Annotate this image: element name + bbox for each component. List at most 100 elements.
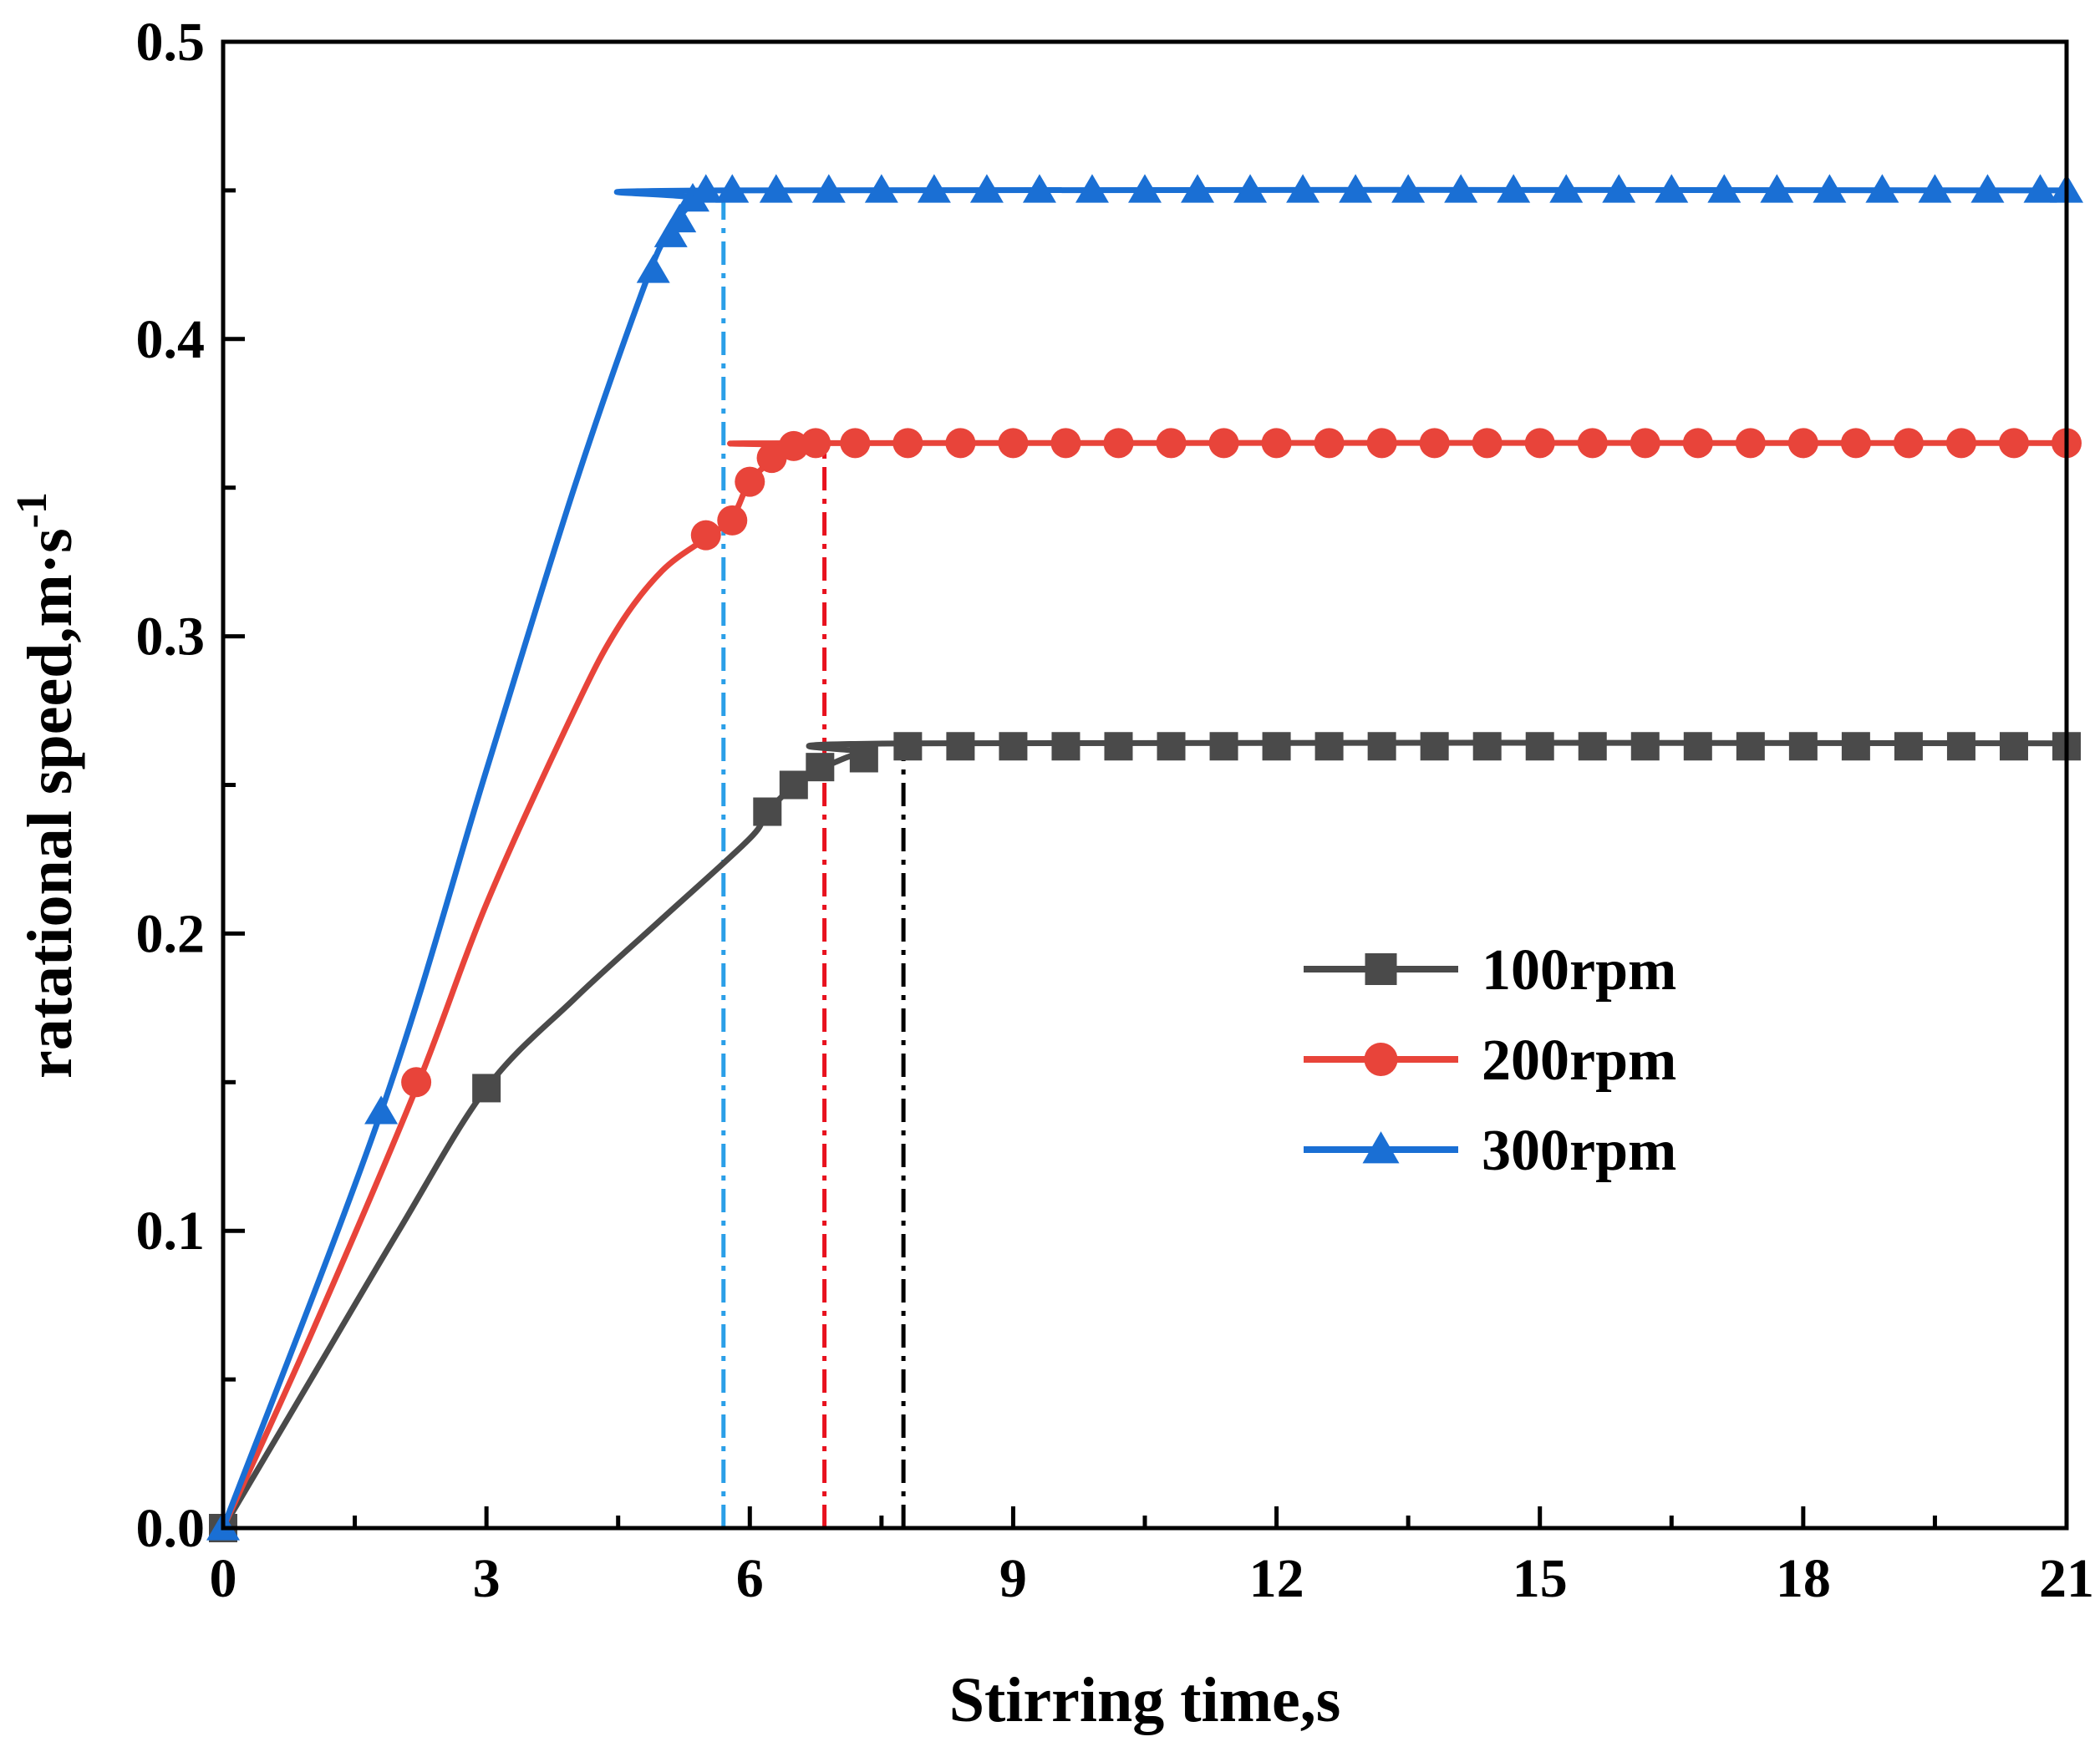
series-line-300rpm [220,186,2067,1530]
data-point-200rpm [1314,428,1345,459]
data-point-100rpm [1736,732,1765,761]
data-point-300rpm [364,1095,399,1125]
data-point-300rpm [1022,174,1056,203]
data-point-200rpm [756,443,787,474]
data-point-300rpm [1497,174,1531,203]
y-axis-title-main: ratational speed,m·s [15,528,85,1079]
x-tick-label: 9 [999,1548,1027,1609]
y-tick-label: 0.5 [136,12,206,73]
legend-marker-200rpm [1364,1043,1398,1076]
data-point-300rpm [1286,174,1320,203]
data-point-200rpm [1103,428,1134,459]
data-point-200rpm [1050,428,1081,459]
data-point-200rpm [1840,428,1871,459]
data-point-100rpm [1788,732,1818,761]
data-point-300rpm [864,174,898,203]
data-point-300rpm [1128,174,1162,203]
y-axis-title-sup: -1 [8,492,56,528]
data-point-300rpm [759,174,793,203]
y-tick-label: 0.3 [136,607,206,668]
series-line-200rpm [220,439,2067,1530]
data-point-200rpm [1156,428,1187,459]
data-point-100rpm [1630,732,1660,761]
data-point-200rpm [1524,428,1555,459]
data-point-300rpm [1233,174,1268,203]
data-point-100rpm [753,797,782,826]
data-point-300rpm [917,174,951,203]
axes [221,39,2069,1531]
x-tick-label: 0 [210,1548,237,1609]
data-point-300rpm [1075,174,1109,203]
data-point-100rpm [893,732,923,761]
data-point-300rpm [1865,174,1899,203]
data-point-100rpm [1209,732,1238,761]
data-point-200rpm [690,520,721,551]
y-tick-label: 0.0 [136,1498,206,1559]
series-100rpm [209,732,2081,1542]
data-point-300rpm [1970,174,2005,203]
data-point-100rpm [849,744,878,773]
data-point-200rpm [945,428,976,459]
data-point-100rpm [1525,732,1554,761]
data-point-300rpm [1655,174,1689,203]
series-300rpm [206,174,2083,1541]
data-point-200rpm [1208,428,1239,459]
data-point-100rpm [1841,732,1870,761]
data-point-300rpm [715,174,750,203]
data-point-100rpm [1367,732,1396,761]
x-axis-title: Stirring time,s [949,1665,1341,1735]
data-point-300rpm [2023,174,2057,203]
data-point-200rpm [1945,428,1976,459]
data-point-100rpm [1262,732,1291,761]
data-point-300rpm [689,174,723,203]
legend-label-200rpm: 200rpm [1482,1028,1676,1093]
plot-frame [221,39,2069,1531]
data-point-200rpm [1787,428,1818,459]
legend: 100rpm 200rpm 300rpm [1304,938,1676,1183]
data-point-200rpm [1682,428,1713,459]
data-point-200rpm [1630,428,1660,459]
data-point-100rpm [806,753,835,782]
data-point-300rpm [1707,174,1742,203]
data-point-300rpm [1918,174,1952,203]
x-tick-label: 6 [736,1548,764,1609]
data-point-100rpm [1683,732,1712,761]
data-point-300rpm [1181,174,1215,203]
data-point-200rpm [1735,428,1766,459]
y-tick-label: 0.2 [136,903,206,964]
y-tick-label: 0.4 [136,309,206,370]
y-axis-title: ratational speed,m·s-1 [8,492,85,1079]
legend-label-100rpm: 100rpm [1482,938,1676,1003]
series-line-100rpm [220,739,2067,1530]
data-point-300rpm [663,203,697,233]
data-point-300rpm [1444,174,1478,203]
data-point-100rpm [1472,732,1502,761]
data-point-200rpm [1261,428,1292,459]
data-point-300rpm [1549,174,1584,203]
data-point-200rpm [1577,428,1608,459]
data-point-200rpm [840,428,871,459]
data-point-200rpm [735,466,765,497]
data-point-200rpm [1893,428,1924,459]
data-point-100rpm [1051,732,1081,761]
data-point-300rpm [1391,174,1426,203]
data-point-100rpm [1104,732,1133,761]
data-point-200rpm [892,428,923,459]
x-axis-ticks: 0 3 6 9 12 15 18 21 [210,1506,2094,1609]
data-point-200rpm [778,430,809,461]
data-point-300rpm [653,218,688,247]
legend-marker-100rpm [1365,953,1397,985]
data-point-100rpm [472,1074,501,1103]
x-tick-label: 18 [1776,1548,1831,1609]
data-point-200rpm [717,505,748,536]
legend-marker-300rpm [1362,1131,1400,1164]
data-point-300rpm [811,174,846,203]
data-point-200rpm [1366,428,1397,459]
data-point-100rpm [1894,732,1923,761]
data-point-200rpm [801,428,831,459]
x-tick-label: 12 [1249,1548,1304,1609]
series-200rpm [220,428,2082,1530]
data-point-100rpm [1157,732,1186,761]
